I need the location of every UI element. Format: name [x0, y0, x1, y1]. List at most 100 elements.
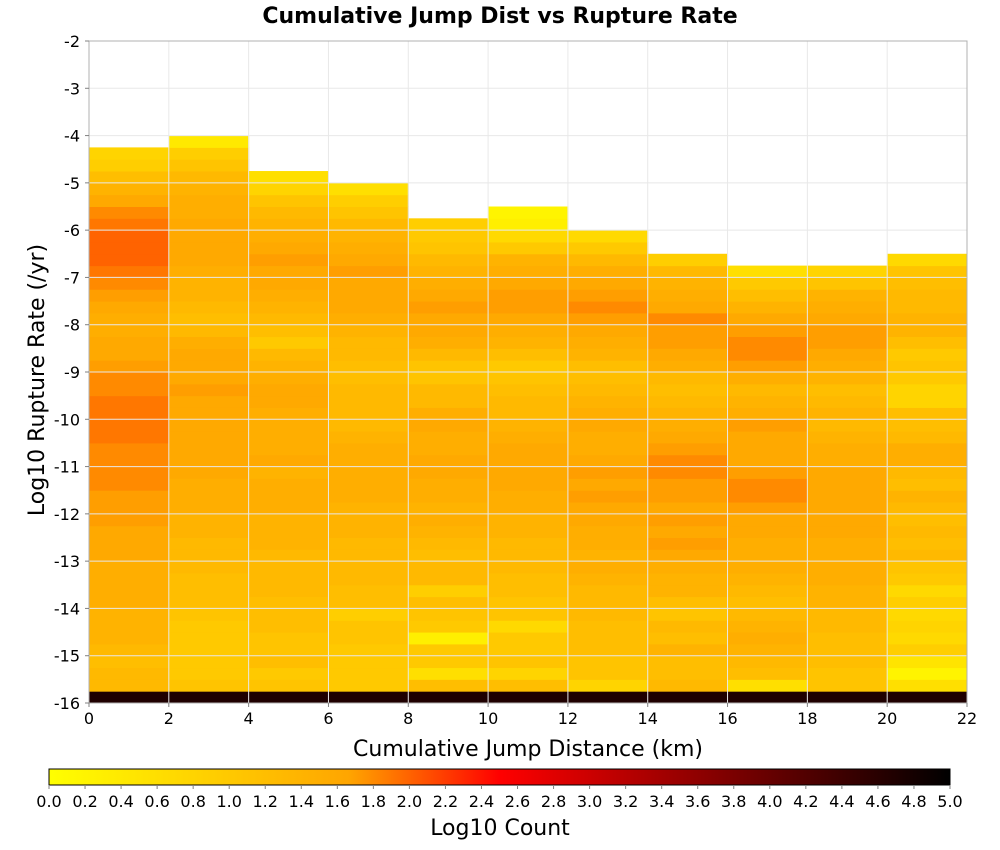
heatmap-cell [408, 265, 489, 278]
x-tick-label: 4 [244, 709, 254, 728]
heatmap-cell [647, 513, 729, 527]
heatmap-cell [488, 561, 569, 574]
heatmap-cell [807, 407, 888, 420]
heatmap-cell [727, 643, 808, 657]
heatmap-cell [807, 324, 888, 338]
heatmap-cell [328, 407, 409, 420]
colorbar-tick-label: 5.0 [937, 792, 962, 811]
heatmap-cell [89, 301, 170, 314]
heatmap-cell [567, 525, 649, 538]
heatmap-cell [727, 466, 808, 479]
heatmap-cell [168, 620, 250, 633]
heatmap-cell [248, 596, 329, 609]
heatmap-cell [567, 667, 649, 680]
heatmap-cell [248, 218, 329, 231]
heatmap-cell [887, 301, 968, 314]
heatmap-cell [328, 679, 409, 692]
colorbar-tick-label: 2.4 [469, 792, 494, 811]
heatmap-cell [887, 525, 968, 538]
heatmap-cell [727, 608, 808, 621]
heatmap-cell [488, 277, 569, 290]
heatmap-cell [727, 442, 808, 456]
colorbar-tick-label: 4.8 [901, 792, 926, 811]
heatmap-cell [488, 383, 569, 397]
heatmap-cell [488, 572, 569, 586]
heatmap-cell [567, 277, 649, 290]
heatmap-cell [89, 336, 170, 349]
y-tick-label: -2 [64, 32, 80, 51]
heatmap-cell [807, 265, 888, 278]
x-tick-label: 12 [558, 709, 578, 728]
heatmap-cell [408, 679, 489, 692]
heatmap-cell [328, 513, 409, 527]
heatmap-cell [647, 490, 729, 503]
heatmap-cell [248, 667, 329, 680]
heatmap-cell [328, 194, 409, 207]
heatmap-cell [488, 431, 569, 444]
heatmap-cell [328, 608, 409, 621]
heatmap-cell [647, 372, 729, 385]
heatmap-cell [807, 431, 888, 444]
heatmap-cell [408, 348, 489, 361]
heatmap-cell [89, 218, 170, 231]
heatmap-cell [488, 230, 569, 243]
x-tick-label: 6 [323, 709, 333, 728]
heatmap-cell [328, 620, 409, 633]
heatmap-cell [328, 241, 409, 255]
heatmap-cell [408, 230, 489, 243]
heatmap-cell [727, 301, 808, 314]
heatmap-cell [89, 655, 170, 669]
heatmap-cell [647, 679, 729, 692]
heatmap-cell [567, 383, 649, 397]
heatmap-cell [328, 395, 409, 408]
heatmap-cell [248, 253, 329, 267]
x-tick-label: 14 [638, 709, 658, 728]
x-tick-label: 8 [403, 709, 413, 728]
heatmap-cell [567, 691, 649, 704]
heatmap-cell [727, 277, 808, 290]
heatmap-cell [567, 502, 649, 515]
heatmap-cell [488, 289, 569, 302]
heatmap-cell [727, 572, 808, 586]
heatmap-cell [168, 182, 250, 196]
heatmap-cell [488, 419, 569, 432]
heatmap-cell [168, 348, 250, 361]
heatmap-cell [647, 324, 729, 338]
heatmap-cell [408, 667, 489, 680]
heatmap-cell [248, 383, 329, 397]
x-axis-ticks: 0 2 4 6 8 10 12 14 16 18 20 22 [84, 703, 977, 728]
heatmap-cell [807, 502, 888, 515]
heatmap-cell [647, 572, 729, 586]
heatmap-cell [647, 561, 729, 574]
heatmap-cell [168, 466, 250, 479]
heatmap-cell [887, 265, 968, 278]
heatmap-cell [408, 466, 489, 479]
heatmap-cell [89, 608, 170, 621]
heatmap-cell [408, 372, 489, 385]
heatmap-cell [328, 454, 409, 468]
heatmap-cell [488, 442, 569, 456]
y-axis-ticks: -2 -3 -4 -5 -6 -7 -8 -9 -10 -11 -12 -13 -14 -15 -16 [54, 32, 89, 713]
heatmap-cell [89, 442, 170, 456]
heatmap-cell [168, 419, 250, 432]
heatmap-cell [488, 265, 569, 278]
heatmap-cell [168, 643, 250, 657]
heatmap-cell [887, 466, 968, 479]
heatmap-cell [168, 454, 250, 468]
heatmap-cell [488, 478, 569, 491]
heatmap-cell [567, 655, 649, 669]
y-tick-label: -15 [54, 647, 80, 666]
heatmap-cell [408, 561, 489, 574]
colorbar [48, 768, 951, 786]
heatmap-cell [168, 655, 250, 669]
heatmap-cell [567, 490, 649, 503]
heatmap-cell [168, 525, 250, 538]
heatmap-cell [89, 490, 170, 503]
heatmap-cell [567, 360, 649, 373]
heatmap-cell [647, 667, 729, 680]
heatmap-cell [567, 537, 649, 550]
heatmap-cell [89, 466, 170, 479]
heatmap-cell [248, 419, 329, 432]
heatmap-cell [887, 312, 968, 326]
heatmap-cell [567, 312, 649, 326]
